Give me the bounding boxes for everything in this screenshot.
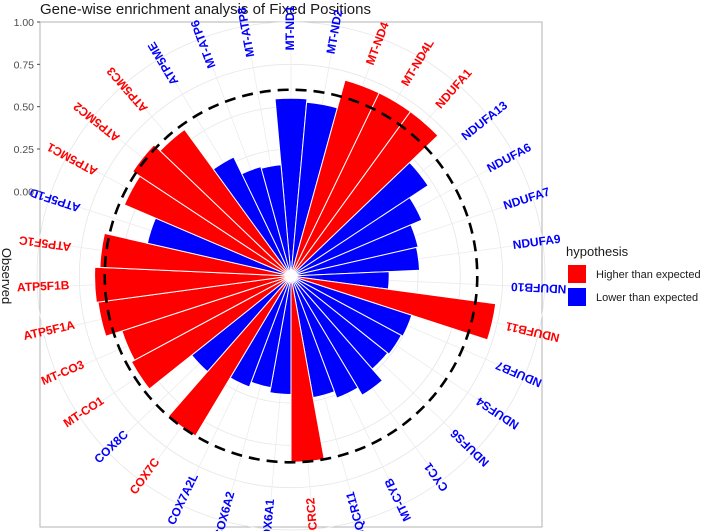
bar-ndufa1 [290, 110, 439, 277]
bar-mt-co1 [130, 275, 292, 390]
category-label: NDUFA1 [432, 66, 474, 112]
bar-ndufs4 [290, 275, 403, 355]
y-tick-label: 0.25 [14, 144, 35, 156]
y-tick-label: 0.00 [14, 186, 35, 198]
category-label: NDUFB11 [504, 319, 561, 345]
legend-swatch-higher [568, 265, 586, 283]
bar-mt-atp8 [260, 164, 292, 277]
category-label: NDUFA7 [502, 184, 552, 212]
legend-swatch-lower [568, 288, 586, 306]
category-label: MT-CO3 [39, 357, 86, 388]
category-label: COX7C [127, 455, 163, 497]
category-label: MT-ATP6 [188, 18, 219, 70]
category-label: ATP5F1A [22, 318, 77, 343]
category-label: MT-ND4L [398, 37, 437, 89]
bar-group [94, 79, 497, 463]
bar-mt-cyb [290, 275, 359, 399]
category-label: ATP5MC3 [104, 64, 151, 115]
bar-atp5f1b [94, 266, 292, 303]
y-tick-label: 0.75 [14, 59, 35, 71]
category-label: MT-ND4 [363, 20, 392, 67]
bar-cyc1 [290, 275, 384, 396]
category-label: ATP5ME [145, 39, 182, 87]
legend: hypothesis Higher than expected Lower th… [566, 244, 701, 306]
y-axis-ticks: 0.00 0.25 0.50 0.75 1.00 [14, 17, 40, 198]
y-tick-label: 0.50 [14, 102, 35, 114]
legend-title: hypothesis [566, 244, 629, 259]
category-label: MT-CYB [381, 476, 414, 524]
category-label: NDUFA9 [512, 232, 562, 252]
y-tick-label: 1.00 [14, 17, 35, 29]
category-label: ATP5F1D [27, 185, 82, 215]
category-label: NDUFA13 [459, 98, 511, 143]
legend-label-lower: Lower than expected [596, 292, 698, 304]
bar-ndufb11 [290, 275, 497, 341]
expected-threshold-circle [103, 88, 479, 464]
bar-ndufa13 [290, 161, 429, 277]
bar-ndufa7 [290, 224, 419, 277]
category-label: MT-CO1 [61, 393, 107, 430]
legend-label-higher: Higher than expected [596, 269, 701, 281]
category-label: ATP5F1B [17, 278, 70, 294]
category-label: UQCR11 [343, 490, 369, 531]
bar-ndufa9 [290, 246, 421, 277]
y-axis-label: Observed [0, 248, 14, 304]
chart-title: Gene-wise enrichment analysis of Fixed P… [40, 1, 371, 18]
category-label: ATP5MC1 [44, 140, 99, 179]
bar-atp5mc2 [132, 144, 292, 277]
category-label: NDUFS4 [473, 394, 521, 432]
bar-cox7c [167, 275, 292, 437]
bar-ndufb7 [290, 275, 413, 337]
category-label: ATP5F1C [18, 233, 72, 254]
category-label: NDUFS6 [447, 426, 492, 470]
bar-ndufa6 [290, 196, 423, 277]
category-label: COX6A1 [259, 498, 277, 531]
bar-mt-atp6 [241, 166, 292, 277]
category-label: COX6A2 [211, 490, 237, 531]
bar-mt-nd1 [274, 97, 308, 277]
category-label: UQCRC2 [303, 497, 322, 531]
category-label: COX8C [91, 427, 131, 466]
bar-atp5me [212, 156, 292, 277]
category-label: NDUFB10 [510, 280, 566, 296]
category-label: MT-ND1 [283, 5, 297, 50]
bar-atp5mc3 [159, 128, 292, 277]
category-label: NDUFB7 [493, 358, 544, 390]
